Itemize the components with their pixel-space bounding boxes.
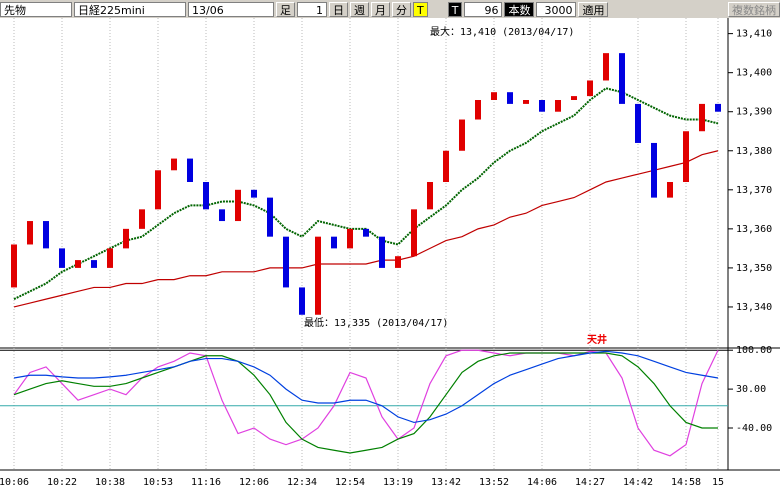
x-tick-label: 14:42 (623, 477, 653, 488)
y-tick-label: 13,410 (736, 29, 772, 40)
y-tick-label: 30.00 (736, 384, 766, 395)
background (0, 18, 780, 500)
count-label: 本数 (504, 1, 535, 17)
x-tick-label: 13:19 (383, 477, 413, 488)
candle (43, 221, 49, 249)
x-tick-label: 12:06 (239, 477, 269, 488)
candle (571, 96, 577, 100)
minute-button[interactable]: 分 (392, 1, 411, 17)
candle (203, 182, 209, 210)
tick-count[interactable]: 96 (464, 1, 503, 17)
candle (507, 92, 513, 104)
candle (235, 189, 241, 222)
candle (587, 80, 593, 97)
annotation: 最大：13,410 (2013/04/17) (430, 25, 574, 38)
candle (219, 209, 225, 222)
candle (283, 236, 289, 288)
candle (555, 100, 561, 112)
candle (699, 103, 705, 132)
candle (427, 182, 433, 210)
y-tick-label: 13,400 (736, 68, 772, 79)
candle (395, 256, 401, 268)
candle (475, 100, 481, 120)
y-tick-label: 13,380 (736, 146, 772, 157)
tick-button[interactable]: T (413, 1, 428, 17)
tick-label: T (447, 1, 463, 17)
candle (619, 53, 625, 104)
candle (267, 197, 273, 237)
candle (443, 150, 449, 182)
x-tick-label: 12:34 (287, 477, 317, 488)
y-tick-label: 13,360 (736, 224, 772, 235)
candle (651, 142, 657, 198)
annotation: 最低：13,335 (2013/04/17) (304, 316, 448, 329)
multi-button[interactable]: 複数銘柄 (728, 1, 780, 17)
oscillator-line (13, 352, 718, 454)
day-button[interactable]: 日 (329, 1, 348, 17)
bar-size[interactable]: 1 (297, 1, 327, 17)
x-tick-label: 10:06 (0, 477, 29, 488)
instrument[interactable]: 先物 (0, 1, 72, 17)
y-tick-label: 13,370 (736, 185, 772, 196)
y-tick-label: 13,350 (736, 263, 772, 274)
candle (27, 221, 33, 245)
candle (155, 170, 161, 210)
candle (379, 236, 385, 268)
candle (683, 131, 689, 182)
x-tick-label: 13:52 (479, 477, 509, 488)
candle (59, 248, 65, 268)
candle (603, 53, 609, 81)
candle (539, 100, 545, 112)
x-tick-label: 14:58 (671, 477, 701, 488)
oscillator-line (13, 350, 719, 424)
apply-button[interactable]: 適用 (578, 1, 609, 17)
candle (171, 158, 177, 171)
x-tick-label: 15 (712, 477, 724, 488)
candle (91, 260, 97, 268)
count[interactable]: 3000 (536, 1, 577, 17)
candle (635, 103, 641, 143)
week-button[interactable]: 週 (350, 1, 369, 17)
candle (491, 92, 497, 100)
chart: 10:06 10:22 10:38 10:53 11:16 12:06 12:34 12:54… (0, 18, 780, 500)
candle (715, 103, 721, 112)
candle (187, 158, 193, 182)
x-tick-label: 11:16 (191, 477, 221, 488)
candle (523, 100, 529, 104)
candle (11, 244, 17, 288)
candle (411, 209, 417, 257)
x-tick-label: 13:42 (431, 477, 461, 488)
x-tick-label: 12:54 (335, 477, 365, 488)
candle (347, 228, 353, 249)
candle (139, 209, 145, 229)
candle (459, 119, 465, 151)
y-tick-label: 13,390 (736, 107, 772, 118)
contract[interactable]: 13/06 (188, 1, 274, 17)
y-tick-label: 13,340 (736, 302, 772, 313)
annotation: 天井 (587, 333, 607, 346)
bar-label: 足 (276, 1, 295, 17)
candle (251, 189, 257, 198)
y-tick-label: 100.00 (736, 345, 772, 356)
toolbar: 先物 日経225mini 13/06 足 1 日 週 月 分 T T 96 本数… (0, 0, 780, 18)
x-tick-label: 10:22 (47, 477, 77, 488)
candle (75, 260, 81, 268)
symbol[interactable]: 日経225mini (74, 1, 186, 17)
x-tick-label: 14:27 (575, 477, 605, 488)
candle (363, 228, 369, 237)
x-tick-label: 14:06 (527, 477, 557, 488)
candle (123, 228, 129, 249)
moving-average (13, 150, 719, 308)
candle (107, 248, 113, 268)
candle (315, 236, 321, 315)
y-tick-label: -40.00 (736, 423, 772, 434)
month-button[interactable]: 月 (371, 1, 390, 17)
candle (331, 236, 337, 249)
x-tick-label: 10:38 (95, 477, 125, 488)
candle (667, 182, 673, 198)
candle (299, 287, 305, 315)
x-tick-label: 10:53 (143, 477, 173, 488)
